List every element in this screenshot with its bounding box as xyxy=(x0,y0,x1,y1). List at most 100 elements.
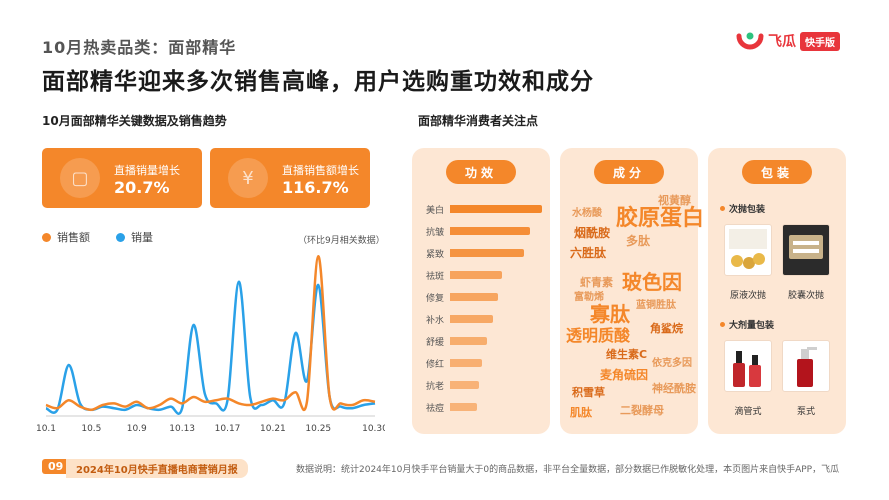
efficacy-bar-label: 补水 xyxy=(425,315,444,326)
logo-text: 飞瓜 xyxy=(768,34,796,50)
efficacy-bar-row: 美白 xyxy=(412,202,542,216)
yen-icon: ¥ xyxy=(228,158,268,198)
pkg-caption: 泵式 xyxy=(796,407,815,417)
x-tick-label: 10.5 xyxy=(81,424,101,434)
efficacy-bar-row: 修复 xyxy=(412,290,498,304)
report-title: 2024年10月快手直播电商营销月报 xyxy=(66,459,248,478)
ingredient-word: 多肽 xyxy=(626,234,651,248)
x-tick-label: 10.30 xyxy=(362,424,385,434)
dropper-bottle-image xyxy=(724,340,772,392)
efficacy-bar xyxy=(450,359,483,367)
serum-ampoule-image xyxy=(724,224,772,276)
ingredient-word: 角鲨烷 xyxy=(650,322,683,335)
logo: 飞瓜 快手版 xyxy=(736,30,840,52)
efficacy-bar-label: 祛斑 xyxy=(425,271,444,282)
series-line-sales xyxy=(45,254,376,412)
kpi-value: 20.7% xyxy=(114,178,170,197)
category-title: 10月热卖品类：面部精华 xyxy=(42,38,237,57)
ingredients-pill: 成分 xyxy=(594,160,664,184)
x-tick-label: 10.9 xyxy=(127,424,147,434)
right-section-title: 面部精华消费者关注点 xyxy=(418,114,539,128)
efficacy-pill: 功效 xyxy=(446,160,516,184)
data-source-note: 数据说明：统计2024年10月快手平台销量大于0的商品数据，非平台全量数据，部分… xyxy=(296,465,840,475)
efficacy-bar-label: 祛痘 xyxy=(425,403,444,414)
efficacy-bar xyxy=(450,315,494,323)
bullet-icon xyxy=(720,206,725,211)
ingredient-word: 蓝铜胜肽 xyxy=(636,300,676,311)
ingredient-word: 肌肽 xyxy=(570,406,592,419)
efficacy-bar xyxy=(450,337,487,345)
ingredient-word: 寡肽 xyxy=(590,302,630,326)
page-headline: 面部精华迎来多次销售高峰，用户选购重功效和成分 xyxy=(42,69,594,95)
efficacy-bar-label: 抗皱 xyxy=(425,227,444,238)
efficacy-bar-row: 舒缓 xyxy=(412,334,487,348)
logo-tag: 快手版 xyxy=(800,31,840,51)
efficacy-bar xyxy=(450,205,542,213)
chart-legend: 销售额 销量 xyxy=(42,229,179,245)
capsule-ampoule-image xyxy=(782,224,830,276)
kpi-card-volume: ▢ 直播销量增长 20.7% xyxy=(42,148,202,208)
x-tick-label: 10.13 xyxy=(169,424,195,434)
packaging-panel: 包装 次抛包装 原液次抛 胶囊次抛 大剂量包装 xyxy=(708,148,846,434)
efficacy-bar-label: 舒缓 xyxy=(425,337,444,348)
efficacy-bar xyxy=(450,271,502,279)
kpi-value: 116.7% xyxy=(282,178,349,197)
page-number: 09 xyxy=(42,459,70,474)
ingredients-panel: 成分 胶原蛋白玻色因透明质酸 烟酰胺六胜肽寡肽 多肽维生素C 麦角硫因 虾青素 视黄醇水杨… xyxy=(560,148,704,434)
x-tick-label: 10.21 xyxy=(260,424,286,434)
efficacy-bar xyxy=(450,381,479,389)
efficacy-bar xyxy=(450,293,498,301)
ingredient-word: 依克多因 xyxy=(652,358,692,369)
legend-dot-icon xyxy=(116,232,125,242)
legend-label: 销量 xyxy=(131,231,153,244)
ingredient-word: 视黄醇 xyxy=(658,194,691,207)
efficacy-panel: 功效 美白抗皱紧致祛斑修复补水舒缓修红抗老祛痘 xyxy=(412,148,550,434)
ingredient-word: 六胜肽 xyxy=(570,246,607,260)
efficacy-bar-row: 祛斑 xyxy=(412,268,502,282)
x-tick-label: 10.1 xyxy=(36,424,56,434)
left-section-title: 10月面部精华关键数据及销售趋势 xyxy=(42,114,227,128)
packaging-pill: 包装 xyxy=(742,160,812,184)
sales-trend-chart: 10.1 10.5 10.9 10.13 10.17 10.21 10.25 10.30 xyxy=(36,254,385,434)
ingredient-word: 维生素C xyxy=(606,348,648,361)
pkg-caption: 胶囊次抛 xyxy=(787,291,824,301)
ingredient-word: 透明质酸 xyxy=(566,326,631,345)
chart-note: （环比9月相关数据） xyxy=(298,236,385,246)
kpi-card-sales: ¥ 直播销售额增长 116.7% xyxy=(210,148,370,208)
kpi-label: 直播销售额增长 xyxy=(282,164,359,177)
bullet-icon xyxy=(720,322,725,327)
pkg-group-title: 次抛包装 xyxy=(720,202,765,215)
logo-icon xyxy=(736,32,764,50)
legend-label: 销售额 xyxy=(57,231,90,244)
efficacy-bar-label: 紧致 xyxy=(425,249,444,260)
kpi-label: 直播销量增长 xyxy=(114,164,180,177)
ingredient-word: 神经酰胺 xyxy=(652,382,696,395)
ingredient-word: 麦角硫因 xyxy=(600,368,649,382)
efficacy-bar-label: 修红 xyxy=(425,359,444,370)
ingredient-word: 水杨酸 xyxy=(572,208,602,219)
efficacy-bar-row: 紧致 xyxy=(412,246,524,260)
ingredient-word: 玻色因 xyxy=(622,270,682,294)
box-icon: ▢ xyxy=(60,158,100,198)
legend-dot-icon xyxy=(42,232,51,242)
ingredient-word: 虾青素 xyxy=(580,276,613,289)
efficacy-bar-label: 抗老 xyxy=(425,381,444,392)
efficacy-bar-row: 抗皱 xyxy=(412,224,531,238)
legend-item-sales: 销售额 xyxy=(42,229,90,245)
efficacy-bar-row: 补水 xyxy=(412,312,494,326)
ingredient-word: 烟酰胺 xyxy=(574,226,611,240)
pump-bottle-image xyxy=(782,340,830,392)
ingredient-word: 富勒烯 xyxy=(574,292,604,303)
ingredient-word: 积雪草 xyxy=(572,386,605,399)
pkg-group-title: 大剂量包装 xyxy=(720,318,774,331)
ingredient-word: 胶原蛋白 xyxy=(616,206,705,231)
series-line-volume xyxy=(45,280,376,415)
efficacy-bar-row: 修红 xyxy=(412,356,483,370)
efficacy-bar xyxy=(450,403,477,411)
x-tick-label: 10.25 xyxy=(305,424,331,434)
efficacy-bar xyxy=(450,227,531,235)
pkg-caption: 原液次抛 xyxy=(729,291,766,301)
efficacy-bar-label: 修复 xyxy=(425,293,444,304)
x-tick-label: 10.17 xyxy=(215,424,241,434)
efficacy-bar-label: 美白 xyxy=(425,205,444,216)
